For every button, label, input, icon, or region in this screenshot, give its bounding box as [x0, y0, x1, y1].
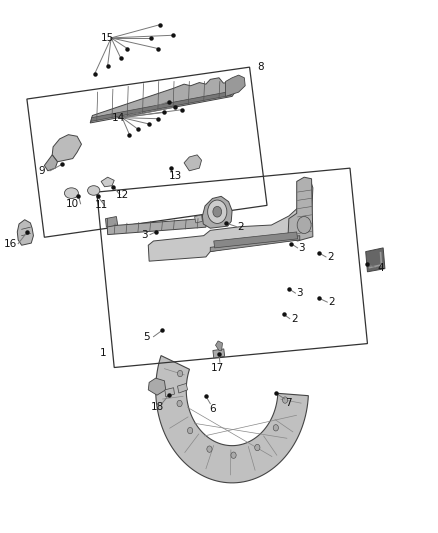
Polygon shape	[194, 215, 202, 223]
Polygon shape	[101, 177, 114, 187]
Polygon shape	[215, 341, 223, 351]
Polygon shape	[202, 196, 232, 228]
Text: 18: 18	[151, 402, 165, 413]
Polygon shape	[44, 155, 57, 171]
Circle shape	[297, 216, 311, 233]
Circle shape	[231, 452, 236, 458]
Polygon shape	[52, 135, 81, 162]
Polygon shape	[288, 177, 313, 241]
Text: 3: 3	[141, 230, 148, 240]
Text: 2: 2	[327, 252, 334, 262]
Polygon shape	[210, 236, 300, 252]
Text: 12: 12	[116, 190, 129, 200]
Polygon shape	[177, 383, 187, 393]
Ellipse shape	[88, 185, 100, 195]
Circle shape	[213, 206, 222, 217]
Text: 8: 8	[257, 62, 264, 72]
Circle shape	[255, 445, 260, 451]
Text: 15: 15	[101, 33, 114, 43]
Text: 2: 2	[291, 313, 297, 324]
Polygon shape	[214, 232, 297, 248]
Polygon shape	[184, 155, 201, 171]
Text: 6: 6	[209, 404, 216, 414]
Polygon shape	[91, 91, 232, 122]
Circle shape	[207, 446, 212, 453]
Circle shape	[273, 425, 279, 431]
Circle shape	[177, 370, 183, 377]
Polygon shape	[155, 356, 308, 483]
Text: 1: 1	[100, 348, 106, 358]
Polygon shape	[17, 220, 33, 245]
Text: 16: 16	[4, 239, 17, 248]
Text: 2: 2	[328, 297, 335, 307]
Text: 11: 11	[95, 200, 108, 211]
Text: 17: 17	[211, 362, 224, 373]
Text: 3: 3	[297, 288, 303, 298]
Polygon shape	[90, 78, 239, 123]
Text: 13: 13	[169, 171, 182, 181]
Text: 3: 3	[299, 243, 305, 253]
Circle shape	[208, 200, 227, 223]
Text: 9: 9	[39, 166, 46, 176]
Polygon shape	[148, 179, 313, 261]
Circle shape	[283, 397, 288, 403]
Text: 7: 7	[286, 398, 292, 408]
Polygon shape	[213, 349, 225, 358]
Circle shape	[187, 427, 193, 434]
Polygon shape	[107, 219, 207, 235]
Text: 10: 10	[66, 199, 79, 209]
Circle shape	[177, 400, 182, 407]
Text: 14: 14	[112, 112, 125, 123]
Polygon shape	[226, 75, 245, 96]
Text: 2: 2	[237, 222, 244, 232]
Polygon shape	[366, 248, 385, 272]
Text: 5: 5	[144, 332, 150, 342]
Text: 4: 4	[377, 263, 384, 272]
Polygon shape	[165, 387, 174, 397]
Ellipse shape	[64, 188, 78, 198]
Polygon shape	[106, 216, 118, 227]
Polygon shape	[148, 378, 166, 395]
